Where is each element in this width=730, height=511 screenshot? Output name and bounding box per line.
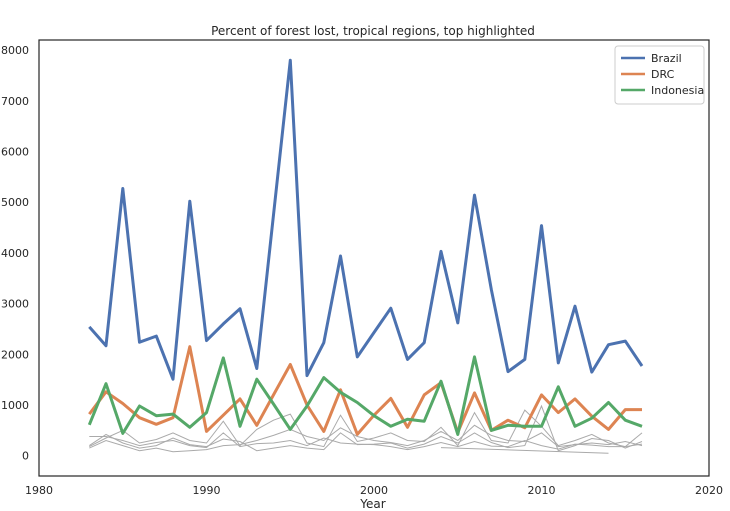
plot-frame — [38, 39, 710, 477]
series-line-brazil — [88, 58, 644, 381]
series-line-indonesia — [87, 355, 643, 436]
background-series-line-3 — [89, 404, 643, 452]
background-series-line-4 — [89, 424, 643, 453]
legend-label-drc: DRC — [651, 68, 675, 81]
x-tick-label: 2020 — [695, 484, 723, 497]
x-tick-label: 2010 — [528, 484, 556, 497]
y-tick-label: 5000 — [1, 196, 29, 209]
chart-title: Percent of forest lost, tropical regions… — [211, 24, 535, 38]
background-series-line-2 — [89, 409, 643, 448]
y-tick-label: 3000 — [1, 298, 29, 311]
y-axis-ticks: 0 1000 2000 3000 4000 5000 6000 7000 8000 — [1, 44, 29, 463]
x-tick-label: 1980 — [25, 484, 53, 497]
x-tick-label: 2000 — [360, 484, 388, 497]
background-series-line-5 — [440, 447, 609, 454]
y-tick-label: 7000 — [1, 95, 29, 108]
y-tick-label: 0 — [22, 450, 29, 463]
y-tick-label: 4000 — [1, 247, 29, 260]
x-tick-label: 1990 — [193, 484, 221, 497]
x-axis-ticks: 1980 1990 2000 2010 2020 — [25, 484, 723, 497]
background-series-group — [89, 404, 643, 454]
legend: Brazil DRC Indonesia — [614, 45, 705, 105]
x-axis-title: Year — [359, 497, 385, 511]
legend-label-indonesia: Indonesia — [651, 84, 704, 97]
y-tick-label: 6000 — [1, 146, 29, 159]
y-tick-label: 2000 — [1, 348, 29, 361]
highlighted-series-group — [87, 58, 644, 436]
y-tick-label: 1000 — [1, 399, 29, 412]
y-tick-label: 8000 — [1, 44, 29, 57]
legend-label-brazil: Brazil — [651, 52, 682, 65]
